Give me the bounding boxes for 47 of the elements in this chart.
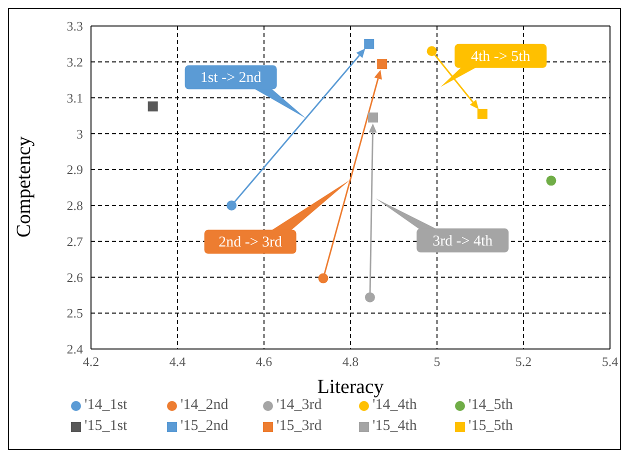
y-tick-label: 2.5 (66, 306, 83, 321)
y-tick-label: 3 (76, 126, 83, 142)
point (546, 176, 556, 186)
callout: 1st -> 2nd (184, 65, 306, 118)
y-tick-label: 2.4 (66, 342, 84, 357)
point (426, 46, 437, 56)
y-tick-label: 3.2 (66, 54, 83, 70)
legend-label: '14_1st (84, 397, 128, 414)
legend-label: '15_5th (468, 418, 513, 435)
legend-label: '14_4th (372, 397, 417, 414)
annotation: 4th -> 5th (471, 48, 531, 65)
callout: 3rd -> 4th (376, 198, 509, 252)
point (148, 101, 158, 112)
point (318, 273, 328, 284)
x-tick-label: 4.4 (169, 354, 186, 370)
y-tick-label: 2.9 (66, 162, 83, 178)
legend-label: '14_3rd (276, 397, 322, 414)
callout: 4th -> 5th (440, 44, 547, 87)
y-tick-label: 3.3 (66, 18, 83, 34)
y-tick-label: 2.6 (66, 270, 84, 285)
annotation: 2nd -> 3rd (218, 234, 283, 251)
point (364, 292, 375, 302)
point (377, 59, 388, 70)
legend-label: '14_2nd (180, 397, 228, 414)
legend-label: '15_2nd (180, 418, 228, 435)
x-tick-label: 5.2 (515, 354, 532, 370)
x-axis-title: Literacy (317, 376, 384, 398)
point (364, 38, 374, 49)
y-tick-label: 3.1 (66, 90, 83, 106)
annotation: 1st -> 2nd (200, 70, 262, 86)
legend-label: '15_4th (372, 418, 417, 435)
y-tick-label: 2.7 (66, 234, 84, 249)
point (368, 112, 378, 123)
x-tick-label: 4.8 (342, 354, 359, 370)
x-tick-label: 5.4 (602, 354, 619, 370)
legend-label: '14_5th (468, 397, 513, 414)
y-tick-label: 2.8 (66, 198, 83, 214)
callout: 2nd -> 3rd (204, 180, 350, 254)
x-tick-label: 5 (434, 354, 440, 370)
x-tick-label: 4.6 (256, 354, 273, 370)
point (226, 200, 237, 210)
annotation: 3rd -> 4th (432, 233, 494, 250)
legend-label: '15_1st (84, 418, 128, 435)
x-tick-label: 4.2 (82, 354, 100, 370)
legend-label: '15_3rd (276, 418, 322, 435)
point (477, 108, 488, 119)
y-axis-title: Competency (13, 136, 36, 238)
